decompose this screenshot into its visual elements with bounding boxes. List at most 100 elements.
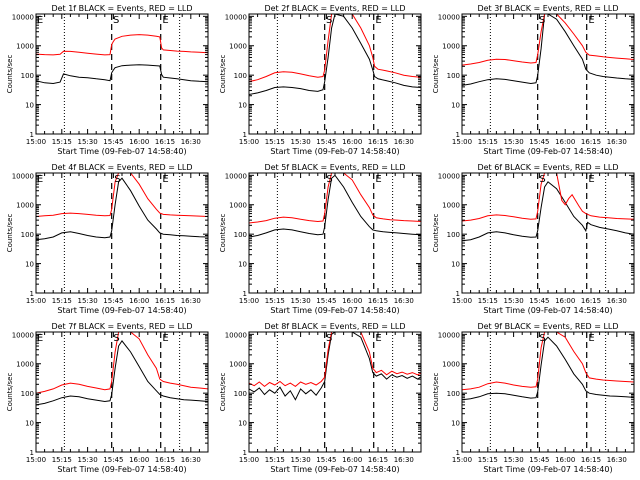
plot-area (462, 14, 634, 86)
series-line-events (462, 336, 634, 401)
series-line-events (249, 174, 421, 238)
series-line-events (462, 181, 634, 242)
x-tick-label: 16:15 (368, 456, 388, 464)
x-tick-label: 15:30 (291, 456, 311, 464)
y-axis-label: Counts/sec (219, 55, 227, 94)
x-tick-label: 16:15 (368, 297, 388, 305)
x-tick-label: 15:15 (478, 297, 498, 305)
axes-frame (35, 13, 209, 135)
x-tick-label: 15:15 (52, 138, 72, 146)
marker-label: S (326, 15, 332, 26)
x-tick-label: 15:00 (452, 297, 472, 305)
y-tick-label: 1000 (229, 202, 247, 210)
y-tick-label: 10000 (225, 331, 247, 339)
series-line-lld (36, 34, 208, 56)
plot-area (462, 332, 634, 401)
x-axis-label: Start Time (09-Feb-07 14:58:40) (483, 465, 612, 474)
y-tick-label: 1000 (16, 361, 34, 369)
x-tick-label: 16:00 (555, 297, 575, 305)
y-tick-label: 1 (30, 131, 34, 139)
x-tick-label: 16:15 (155, 456, 175, 464)
marker-label: S (539, 174, 545, 185)
x-tick-label: 15:30 (291, 138, 311, 146)
marker-label: E (37, 15, 43, 26)
marker-label: E (588, 174, 594, 185)
x-tick-label: 15:45 (529, 138, 549, 146)
y-tick-label: 1000 (442, 43, 460, 51)
y-tick-label: 10 (238, 102, 247, 110)
x-tick-label: 15:15 (265, 456, 285, 464)
y-tick-label: 10000 (225, 13, 247, 21)
y-tick-label: 10000 (12, 172, 34, 180)
x-axis-label: Start Time (09-Feb-07 14:58:40) (483, 306, 612, 315)
y-tick-label: 1000 (229, 43, 247, 51)
chart-panel-2: Det 2f BLACK = Events, RED = LLD S E 1 10 100… (219, 4, 422, 156)
y-tick-label: 100 (234, 390, 247, 398)
x-tick-label: 16:15 (155, 297, 175, 305)
x-tick-label: 16:15 (581, 456, 601, 464)
x-tick-label: 15:00 (452, 138, 472, 146)
x-tick-label: 16:30 (181, 297, 201, 305)
x-tick-label: 16:15 (155, 138, 175, 146)
marker-label: E (162, 174, 168, 185)
y-tick-label: 10 (25, 420, 34, 428)
x-tick-label: 16:15 (581, 297, 601, 305)
x-tick-label: 15:30 (504, 138, 524, 146)
x-tick-label: 16:00 (342, 138, 362, 146)
y-tick-label: 1 (456, 449, 460, 457)
y-tick-label: 100 (447, 231, 460, 239)
marker-label: E (375, 15, 381, 26)
series-line-lld (36, 332, 208, 394)
plot-area (36, 34, 208, 85)
x-tick-label: 15:45 (103, 138, 123, 146)
x-tick-label: 15:15 (265, 138, 285, 146)
x-tick-label: 15:00 (26, 456, 46, 464)
x-tick-label: 15:45 (316, 138, 336, 146)
x-tick-label: 16:30 (394, 138, 414, 146)
plot-area (249, 173, 421, 238)
x-tick-label: 15:45 (103, 297, 123, 305)
x-tick-label: 15:45 (316, 456, 336, 464)
series-line-events (249, 332, 421, 401)
y-tick-label: 1 (243, 131, 247, 139)
chart-panel-6: Det 6f BLACK = Events, RED = LLD S E 1 10 100… (432, 163, 635, 315)
marker-label: E (375, 174, 381, 185)
y-tick-label: 100 (234, 231, 247, 239)
series-line-events (36, 177, 208, 241)
y-axis-label: Counts/sec (6, 214, 14, 253)
series-line-lld (462, 332, 634, 391)
plot-area (36, 173, 208, 241)
chart-title: Det 6f BLACK = Events, RED = LLD (477, 163, 618, 172)
chart-title: Det 2f BLACK = Events, RED = LLD (264, 4, 405, 13)
marker-label: S (326, 333, 332, 344)
series-line-lld (462, 14, 634, 66)
x-tick-label: 16:30 (607, 297, 627, 305)
chart-panel-3: Det 3f BLACK = Events, RED = LLD S E 1 10 100… (432, 4, 635, 156)
y-tick-label: 1000 (442, 202, 460, 210)
x-tick-label: 15:30 (78, 456, 98, 464)
x-tick-label: 15:30 (78, 297, 98, 305)
x-tick-label: 16:00 (555, 138, 575, 146)
x-tick-label: 15:00 (239, 297, 259, 305)
x-tick-label: 16:00 (555, 456, 575, 464)
y-tick-label: 10000 (438, 172, 460, 180)
y-tick-label: 10 (25, 261, 34, 269)
chart-panel-8: Det 8f BLACK = Events, RED = LLD S E 1 10 100… (219, 322, 422, 474)
y-tick-label: 10 (238, 420, 247, 428)
y-tick-label: 10 (451, 420, 460, 428)
series-line-lld (249, 14, 421, 83)
x-tick-label: 15:30 (504, 297, 524, 305)
y-tick-label: 1 (30, 290, 34, 298)
marker-label: E (588, 15, 594, 26)
x-tick-label: 16:30 (181, 138, 201, 146)
y-axis-label: Counts/sec (219, 373, 227, 412)
plot-area (249, 14, 421, 95)
marker-label: S (113, 333, 119, 344)
marker-label: S (113, 15, 119, 26)
y-axis-label: Counts/sec (219, 214, 227, 253)
x-axis-label: Start Time (09-Feb-07 14:58:40) (57, 306, 186, 315)
x-axis-label: Start Time (09-Feb-07 14:58:40) (57, 147, 186, 156)
chart-title: Det 7f BLACK = Events, RED = LLD (51, 322, 192, 331)
chart-panel-9: Det 9f BLACK = Events, RED = LLD S E 1 10 100… (432, 322, 635, 474)
